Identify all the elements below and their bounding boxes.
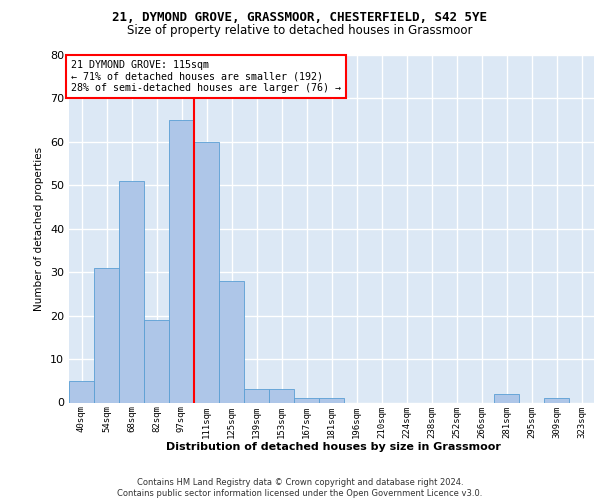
Bar	[269, 390, 294, 402]
Text: Size of property relative to detached houses in Grassmoor: Size of property relative to detached ho…	[127, 24, 473, 37]
Bar	[544, 398, 569, 402]
Bar	[169, 120, 194, 403]
Text: 21, DYMOND GROVE, GRASSMOOR, CHESTERFIELD, S42 5YE: 21, DYMOND GROVE, GRASSMOOR, CHESTERFIEL…	[113, 11, 487, 24]
Bar	[69, 381, 94, 402]
Bar	[119, 181, 144, 402]
Bar	[94, 268, 119, 402]
Text: 21 DYMOND GROVE: 115sqm
← 71% of detached houses are smaller (192)
28% of semi-d: 21 DYMOND GROVE: 115sqm ← 71% of detache…	[71, 60, 341, 94]
Bar	[219, 281, 244, 402]
Bar	[144, 320, 169, 402]
Text: Contains HM Land Registry data © Crown copyright and database right 2024.
Contai: Contains HM Land Registry data © Crown c…	[118, 478, 482, 498]
Bar	[319, 398, 344, 402]
Bar	[494, 394, 519, 402]
Bar	[244, 390, 269, 402]
Text: Distribution of detached houses by size in Grassmoor: Distribution of detached houses by size …	[166, 442, 500, 452]
Bar	[294, 398, 319, 402]
Y-axis label: Number of detached properties: Number of detached properties	[34, 146, 44, 311]
Bar	[194, 142, 219, 403]
